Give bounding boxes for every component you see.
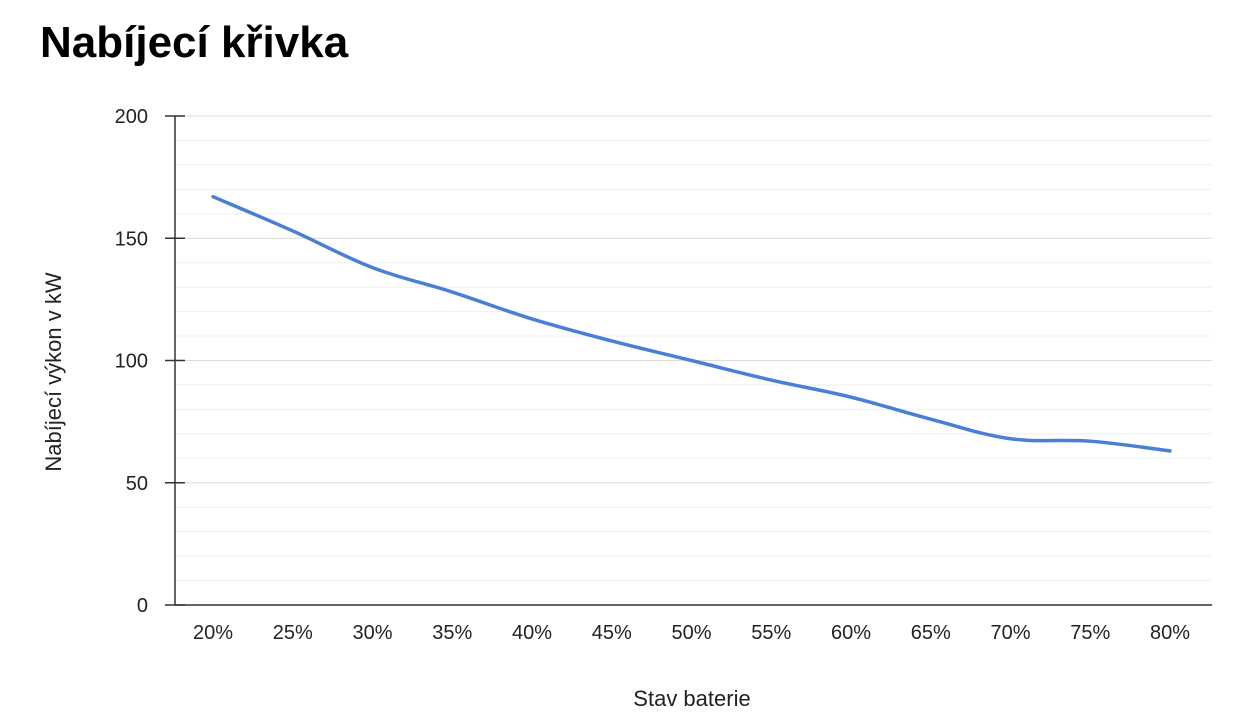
x-tick-label: 20% — [193, 622, 233, 644]
data-point — [1168, 449, 1172, 453]
axes — [165, 115, 1212, 606]
data-point — [530, 317, 534, 321]
data-point — [1089, 439, 1093, 443]
y-tick-label: 100 — [115, 351, 148, 373]
series-layer — [211, 194, 1172, 453]
data-point — [451, 290, 455, 294]
y-tick-label: 50 — [126, 473, 148, 495]
x-tick-label: 65% — [911, 622, 951, 644]
y-tick-label: 200 — [115, 106, 148, 128]
y-axis-label: Nabíjecí výkon v kW — [41, 272, 66, 472]
data-point — [211, 195, 215, 199]
x-tick-label: 80% — [1150, 622, 1190, 644]
x-tick-label: 50% — [671, 622, 711, 644]
data-point — [849, 395, 853, 399]
data-point — [1009, 437, 1013, 441]
x-axis-label: Stav baterie — [633, 686, 750, 711]
x-tick-label: 30% — [352, 622, 392, 644]
data-point — [770, 378, 774, 382]
x-tick-labels: 20% 25% 30% 35% 40% 45% 50% 55% 60% 65% 70% 75% 80% — [193, 622, 1190, 644]
chart-title: Nabíjecí křivka — [40, 18, 349, 67]
data-point — [291, 229, 295, 233]
data-point — [371, 266, 375, 270]
x-tick-label: 25% — [273, 622, 313, 644]
data-point — [690, 359, 694, 363]
gridlines — [175, 115, 1212, 582]
x-tick-label: 40% — [512, 622, 552, 644]
x-tick-label: 35% — [432, 622, 472, 644]
x-tick-label: 45% — [592, 622, 632, 644]
series-line — [211, 194, 1172, 453]
data-point — [929, 417, 933, 421]
x-tick-label: 60% — [831, 622, 871, 644]
y-tick-label: 0 — [137, 595, 148, 617]
x-tick-label: 70% — [990, 622, 1030, 644]
x-tick-label: 75% — [1070, 622, 1110, 644]
y-tick-label: 150 — [115, 228, 148, 250]
y-tick-labels: 0 50 100 150 200 — [115, 106, 148, 617]
data-point — [610, 339, 614, 343]
x-tick-label: 55% — [751, 622, 791, 644]
